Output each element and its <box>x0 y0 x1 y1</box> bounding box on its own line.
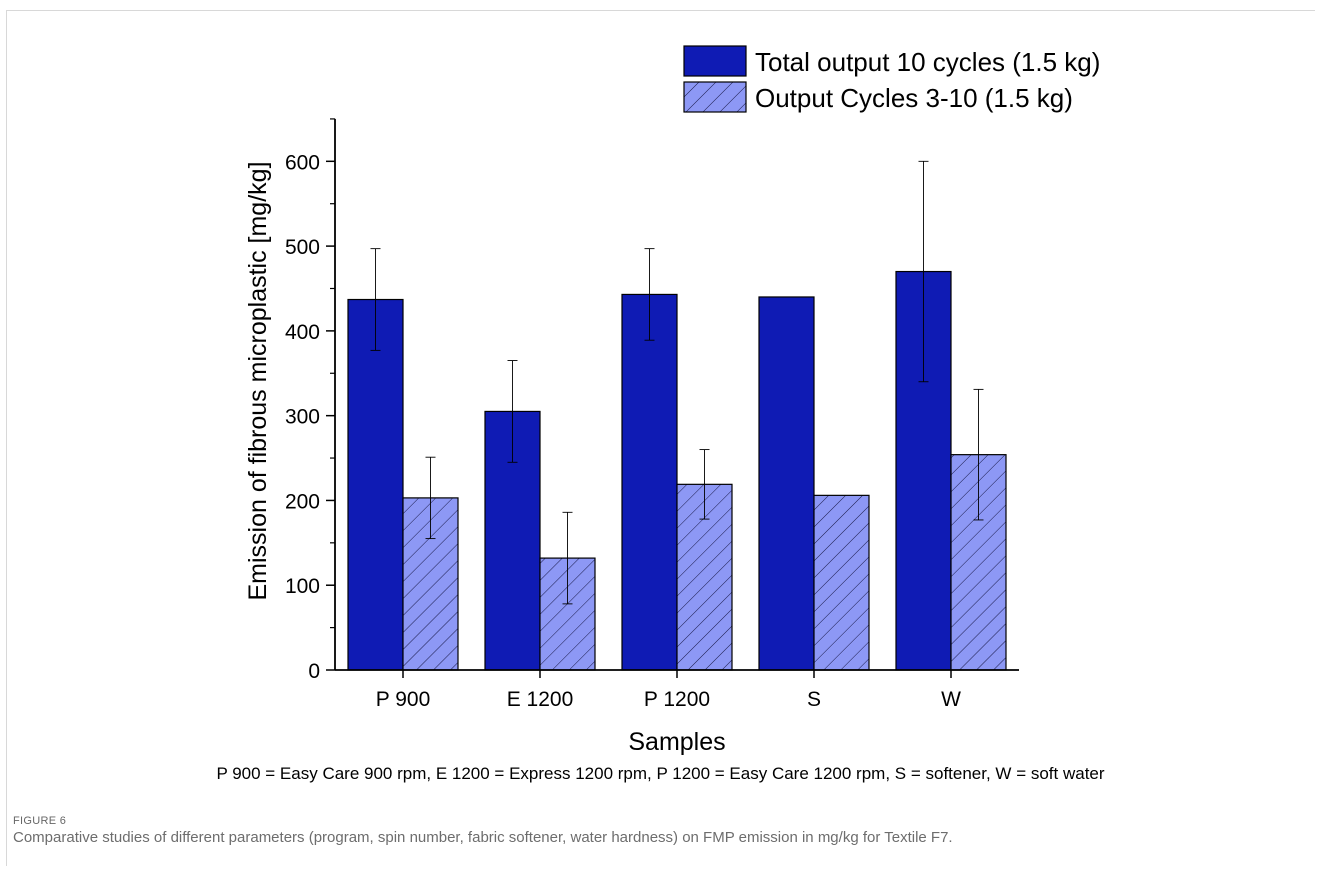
figure-label: FIGURE 6 <box>13 815 67 827</box>
x-tick-label: P 1200 <box>644 688 710 711</box>
y-tick-label: 600 <box>285 151 320 174</box>
legend-label: Total output 10 cycles (1.5 kg) <box>755 47 1100 77</box>
y-tick-label: 100 <box>285 575 320 598</box>
x-tick-label: W <box>941 688 961 711</box>
bar-total-p-1200 <box>621 293 678 671</box>
x-tick-label: P 900 <box>376 688 431 711</box>
legend-swatch <box>683 81 747 113</box>
bar-total-s <box>758 296 815 671</box>
figure-frame <box>6 10 1315 866</box>
figure-caption: Comparative studies of different paramet… <box>13 829 953 846</box>
y-tick-label: 400 <box>285 321 320 344</box>
axes-layer: P 900 E 1200 P 1200 S W 0 100 200 300 400 500 600 <box>285 118 1019 711</box>
y-axis-label: Emission of fibrous microplastic [mg/kg] <box>244 161 272 600</box>
y-tick-label: 500 <box>285 236 320 259</box>
x-tick-label: S <box>807 688 821 711</box>
y-tick-label: 300 <box>285 406 320 429</box>
bar-total-p-900 <box>347 298 404 671</box>
legend-swatch <box>683 45 747 77</box>
legend-label: Output Cycles 3-10 (1.5 kg) <box>755 83 1073 113</box>
error-bars-layer <box>370 160 984 605</box>
y-tick-label: 0 <box>308 660 320 683</box>
x-tick-label: E 1200 <box>507 688 574 711</box>
y-tick-label: 200 <box>285 490 320 513</box>
chart-footnote: P 900 = Easy Care 900 rpm, E 1200 = Expr… <box>216 764 1105 783</box>
bars-layer <box>347 270 1007 671</box>
x-axis-label: Samples <box>628 728 725 756</box>
legend: Total output 10 cycles (1.5 kg) Output Cy… <box>683 45 1100 113</box>
bar-chart: P 900 E 1200 P 1200 S W 0 100 200 300 400 500 600 T… <box>244 45 1100 756</box>
bar-cycles-3-10-s <box>813 494 870 671</box>
